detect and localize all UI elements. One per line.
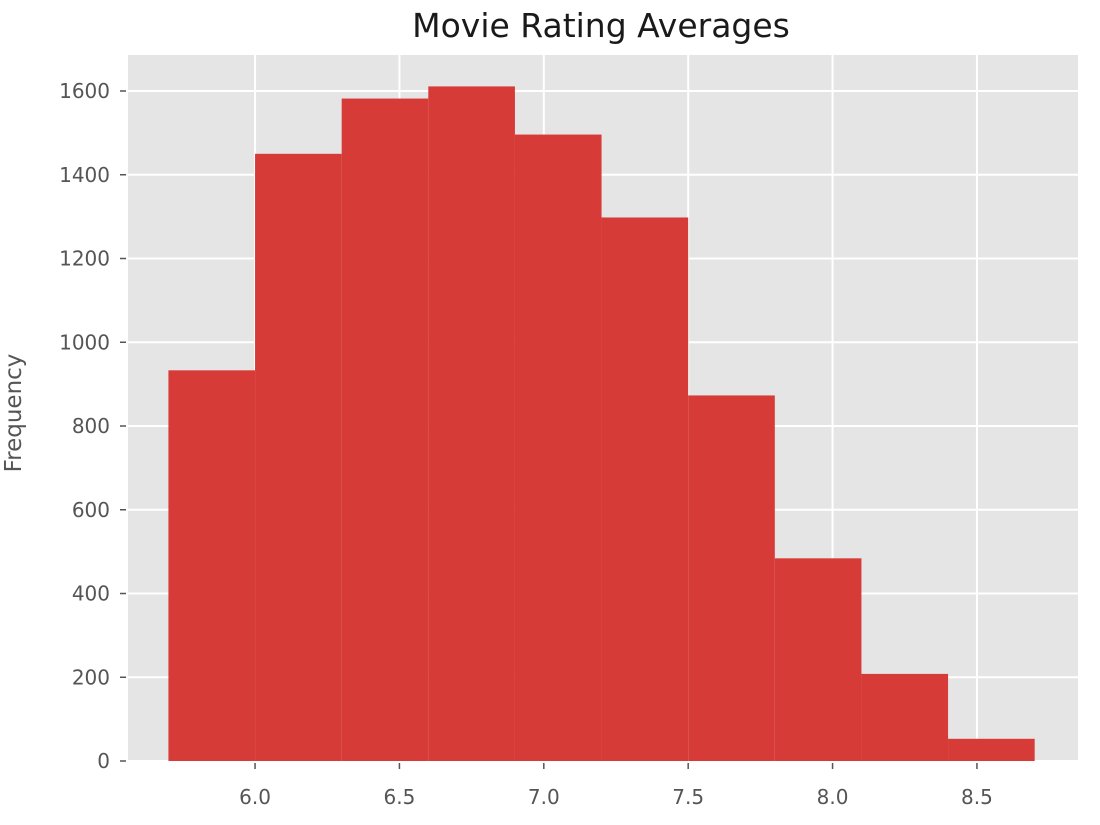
histogram-bar bbox=[514, 134, 602, 761]
y-tick-label: 1200 bbox=[59, 247, 110, 271]
x-tick-label: 8.0 bbox=[817, 785, 849, 809]
histogram-bars bbox=[168, 86, 1035, 762]
histogram-bar bbox=[341, 98, 429, 761]
y-tick-label: 600 bbox=[72, 498, 110, 522]
y-tick-label: 800 bbox=[72, 414, 110, 438]
y-tick-label: 1000 bbox=[59, 330, 110, 354]
histogram-bar bbox=[774, 558, 862, 761]
y-tick-label: 1600 bbox=[59, 79, 110, 103]
y-axis-label: Frequency bbox=[1, 354, 27, 473]
y-axis: 0 200 400 600 800 1000 1200 1400 1600 bbox=[59, 79, 126, 773]
histogram-bar bbox=[255, 153, 342, 762]
histogram-bar bbox=[688, 395, 775, 761]
x-tick-label: 7.0 bbox=[528, 785, 560, 809]
chart-title: Movie Rating Averages bbox=[412, 6, 790, 45]
x-tick-label: 7.5 bbox=[672, 785, 704, 809]
y-tick-label: 1400 bbox=[59, 163, 110, 187]
histogram-bar bbox=[861, 673, 949, 761]
y-tick-label: 0 bbox=[97, 749, 110, 773]
x-tick-label: 6.5 bbox=[384, 785, 416, 809]
x-axis: 6.0 6.5 7.0 7.5 8.0 8.5 bbox=[239, 763, 993, 809]
histogram-bar bbox=[948, 738, 1035, 761]
x-tick-label: 8.5 bbox=[961, 785, 993, 809]
x-tick-label: 6.0 bbox=[239, 785, 271, 809]
histogram-bar bbox=[601, 217, 689, 762]
histogram-bar bbox=[168, 370, 256, 761]
y-tick-label: 200 bbox=[72, 665, 110, 689]
histogram-bar bbox=[428, 86, 515, 761]
y-tick-label: 400 bbox=[72, 582, 110, 606]
